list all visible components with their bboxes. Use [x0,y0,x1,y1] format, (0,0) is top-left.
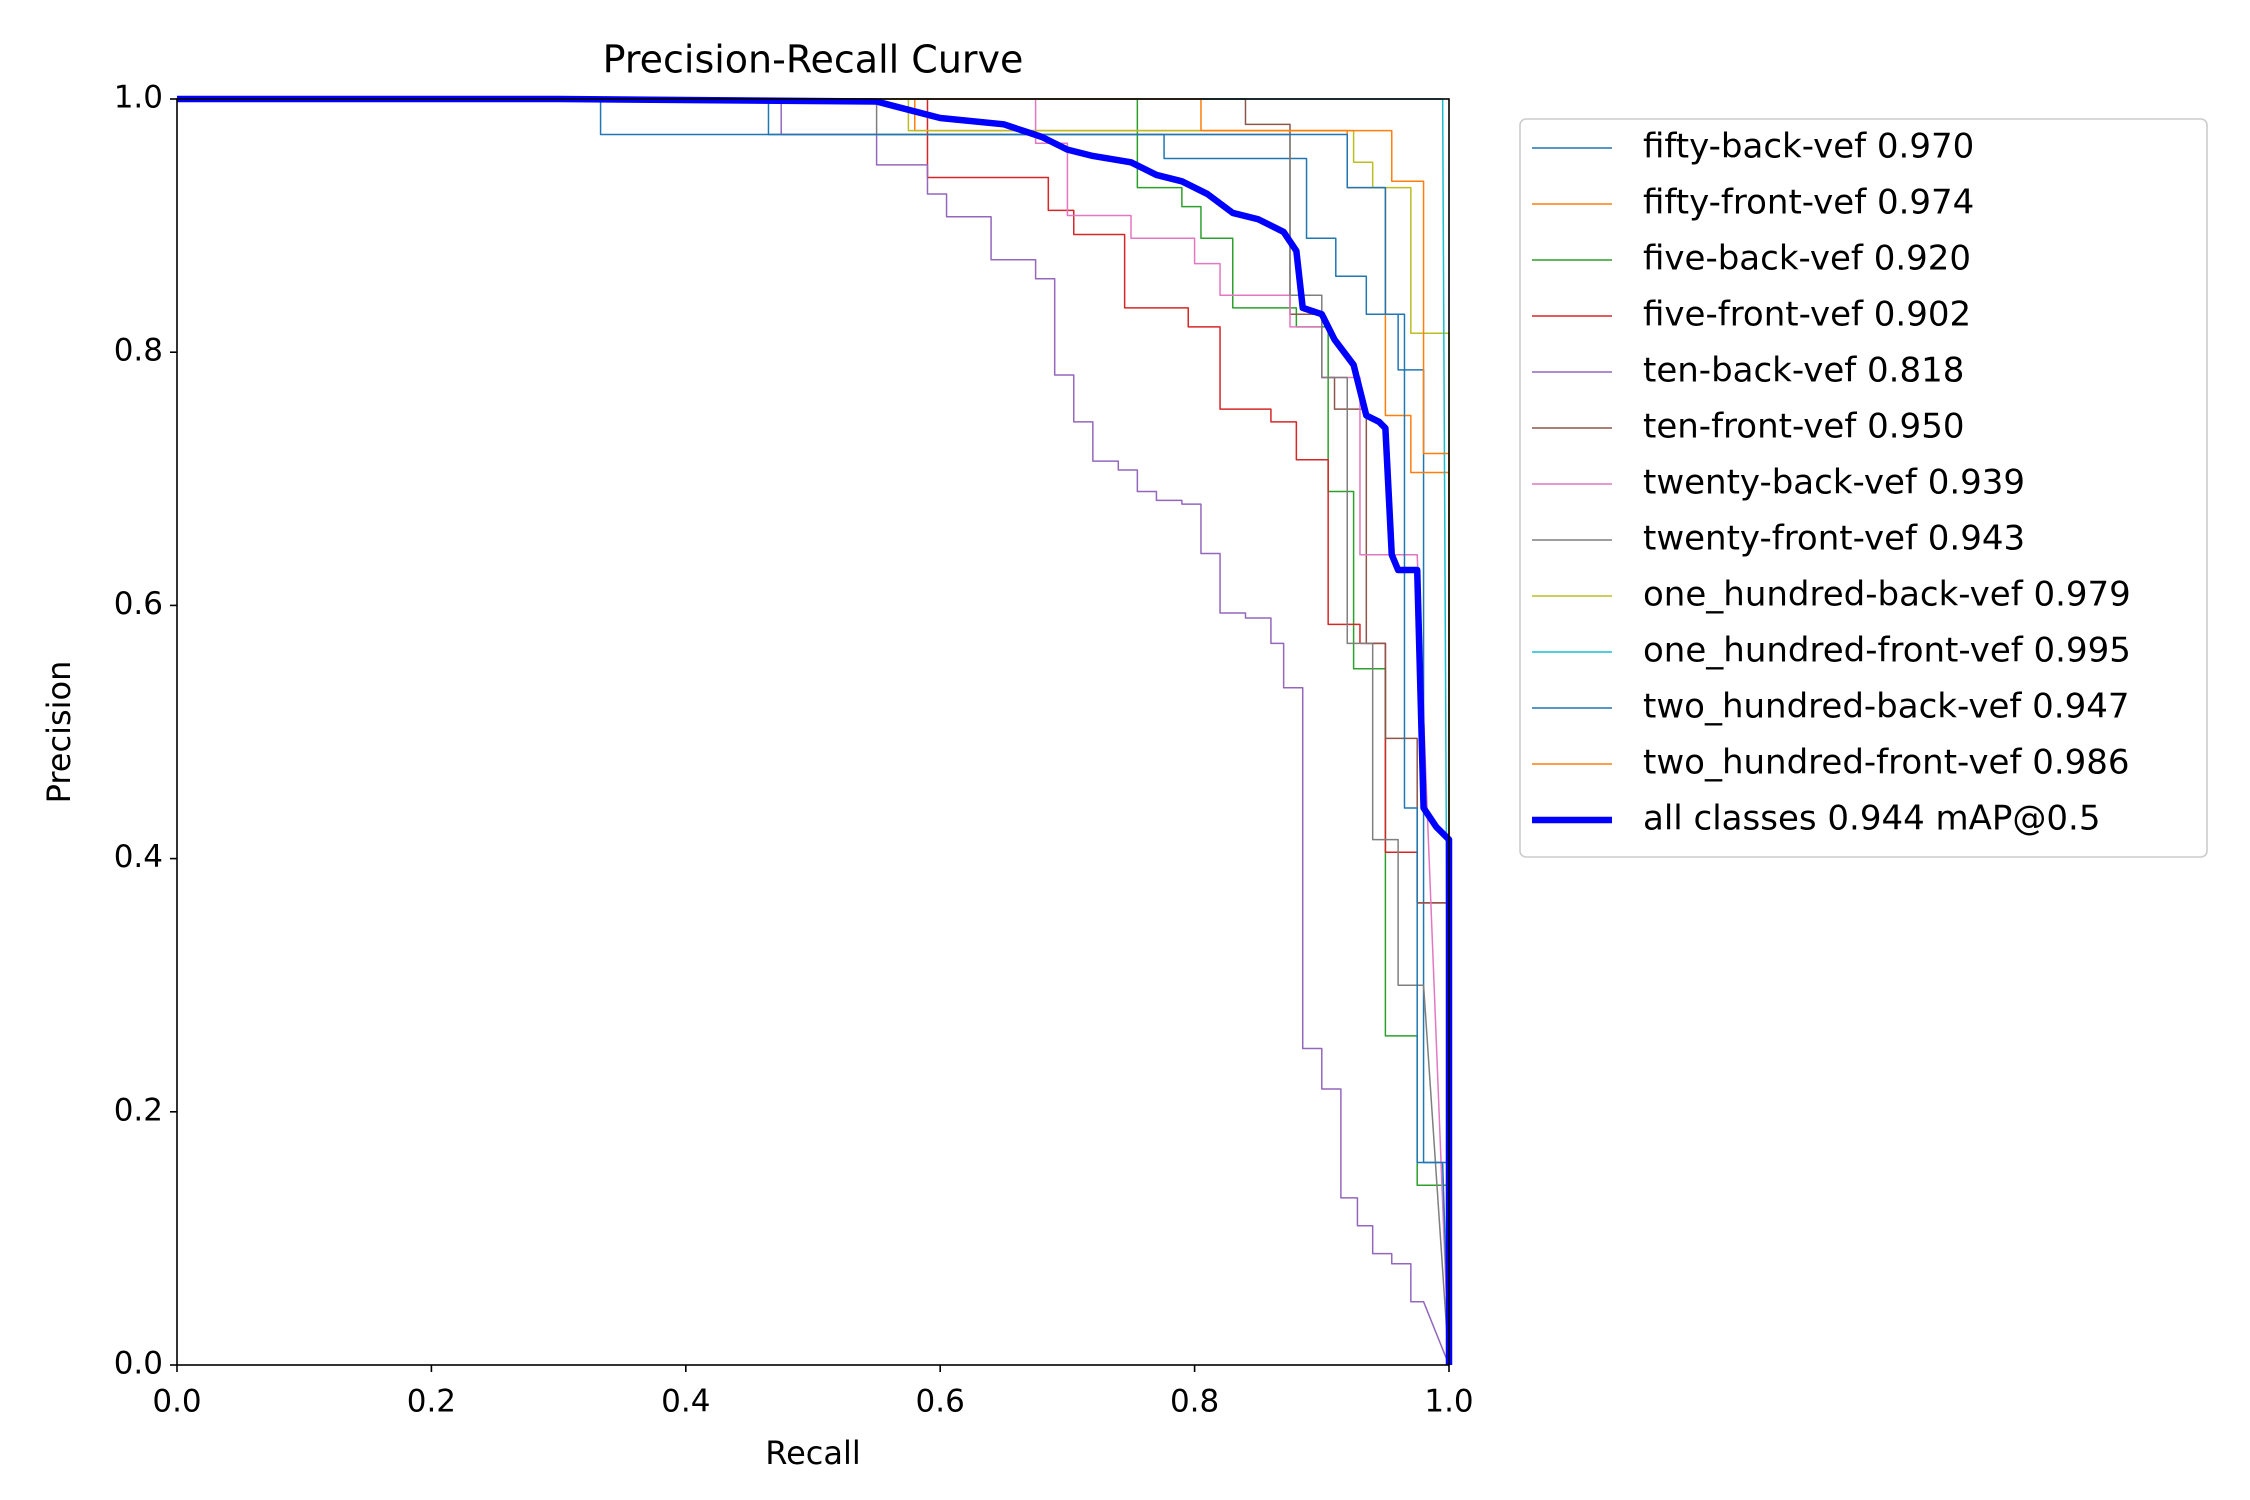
y-tick-label: 1.0 [114,80,163,116]
pr-curve [177,98,1450,1365]
y-tick-label: 0.6 [114,586,163,622]
legend-label: all classes 0.944 mAP@0.5 [1643,799,2100,839]
plot-lines [177,95,1453,1366]
x-tick-label: 0.6 [916,1384,965,1420]
pr-curve [177,98,1450,1366]
y-tick-label: 0.8 [114,333,163,369]
legend-label: fifty-front-vef 0.974 [1643,183,1974,223]
pr-curve [177,98,1450,1366]
legend-label: ten-back-vef 0.818 [1643,351,1964,391]
x-tick-label: 0.8 [1170,1384,1219,1420]
legend-label: ten-front-vef 0.950 [1643,407,1964,447]
pr-curve [177,98,1450,1365]
y-tick-label: 0.4 [114,839,163,875]
pr-curve [177,98,1450,1365]
axes-frame [176,98,1450,1366]
legend-label: five-back-vef 0.920 [1643,239,1971,279]
pr-curve [177,98,1450,1366]
pr-curve [177,98,1450,1365]
legend-box [1519,118,2208,858]
pr-curve [177,98,1450,1366]
legend-label: two_hundred-back-vef 0.947 [1643,687,2129,727]
chart-title: Precision-Recall Curve [603,38,1024,82]
legend-label: five-front-vef 0.902 [1643,295,1971,335]
y-tick-label: 0.0 [114,1346,163,1382]
legend-label: one_hundred-front-vef 0.995 [1643,631,2131,671]
y-axis-label: Precision [40,661,78,804]
x-tick-label: 1.0 [1424,1384,1473,1420]
y-tick-label: 0.2 [114,1092,163,1128]
legend-label: two_hundred-front-vef 0.986 [1643,743,2130,783]
legend-label: one_hundred-back-vef 0.979 [1643,575,2131,615]
x-axis-label: Recall [765,1434,860,1472]
x-tick-label: 0.4 [661,1384,710,1420]
pr-curve [177,98,1450,1365]
pr-curve [177,98,1450,1366]
legend-label: fifty-back-vef 0.970 [1643,127,1974,167]
x-tick-label: 0.0 [152,1384,201,1420]
legend-label: twenty-front-vef 0.943 [1643,519,2025,559]
pr-curve [177,98,1450,1365]
x-tick-label: 0.2 [407,1384,456,1420]
legend-label: twenty-back-vef 0.939 [1643,463,2025,503]
pr-curve [177,95,1453,1365]
pr-curve [177,98,1450,1365]
